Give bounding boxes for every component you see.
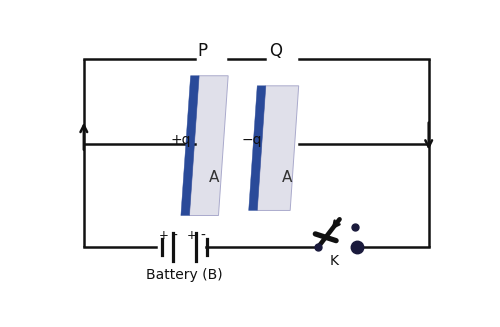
Text: Q: Q	[269, 42, 282, 60]
Text: +q: +q	[170, 133, 191, 147]
Text: +: +	[159, 229, 169, 242]
Polygon shape	[257, 86, 298, 211]
Text: -: -	[200, 229, 205, 243]
Text: K: K	[329, 254, 338, 268]
Text: A: A	[208, 170, 219, 185]
Polygon shape	[181, 76, 199, 215]
Polygon shape	[248, 86, 266, 211]
Text: -: -	[172, 229, 178, 243]
Text: A: A	[282, 170, 292, 185]
Text: Battery (B): Battery (B)	[146, 268, 223, 282]
Text: −q: −q	[242, 133, 262, 147]
Polygon shape	[190, 76, 228, 215]
Text: P: P	[197, 42, 207, 60]
Text: +: +	[187, 229, 197, 242]
